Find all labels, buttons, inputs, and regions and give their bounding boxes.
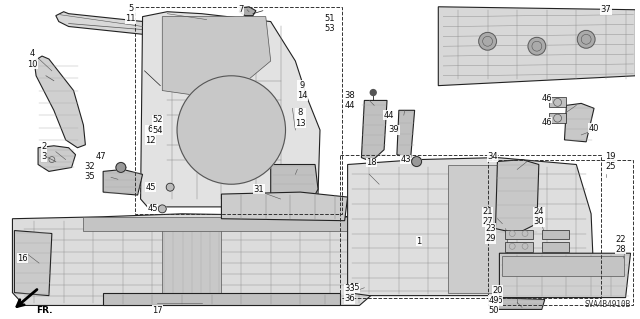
Polygon shape	[564, 103, 594, 142]
Circle shape	[177, 76, 285, 184]
Polygon shape	[397, 110, 415, 158]
Polygon shape	[495, 160, 539, 234]
Circle shape	[528, 37, 546, 55]
Text: 16: 16	[17, 254, 28, 263]
Bar	[548, 113, 566, 123]
Bar	[134, 7, 342, 214]
Text: 8
13: 8 13	[295, 108, 305, 128]
Bar	[506, 242, 533, 252]
Circle shape	[158, 205, 166, 213]
Polygon shape	[495, 298, 545, 309]
Text: 44: 44	[384, 111, 394, 120]
Circle shape	[412, 157, 422, 167]
Polygon shape	[103, 169, 143, 195]
Polygon shape	[348, 158, 594, 296]
Circle shape	[116, 162, 126, 172]
Text: 18: 18	[366, 158, 376, 167]
Bar	[542, 230, 570, 240]
Bar	[548, 98, 566, 107]
Text: 21
27: 21 27	[483, 207, 493, 226]
Text: 45: 45	[147, 204, 157, 213]
Circle shape	[577, 30, 595, 48]
Bar	[542, 242, 570, 252]
Polygon shape	[448, 165, 508, 293]
Text: 15: 15	[349, 283, 360, 292]
Polygon shape	[141, 12, 320, 207]
Text: 47: 47	[96, 152, 106, 161]
Text: 1: 1	[416, 237, 421, 246]
Text: SVA4B4910B: SVA4B4910B	[584, 300, 630, 309]
Text: 2
3: 2 3	[42, 142, 47, 161]
Text: 5
11: 5 11	[125, 4, 136, 23]
Polygon shape	[221, 192, 348, 221]
Text: 23
29: 23 29	[485, 224, 496, 243]
Bar	[506, 230, 533, 240]
Polygon shape	[83, 217, 360, 231]
Polygon shape	[271, 165, 318, 204]
Polygon shape	[56, 12, 216, 41]
Text: 22
28: 22 28	[615, 235, 626, 254]
Polygon shape	[362, 100, 387, 161]
Text: 46: 46	[541, 94, 552, 103]
Text: 34: 34	[487, 152, 498, 161]
Text: FR.: FR.	[36, 307, 52, 315]
Text: 4
10: 4 10	[27, 49, 37, 69]
Text: 31: 31	[253, 185, 264, 194]
Text: 19
25: 19 25	[605, 152, 616, 171]
Text: 51
53: 51 53	[324, 14, 335, 33]
Text: 9
14: 9 14	[297, 81, 307, 100]
Polygon shape	[103, 293, 340, 306]
Text: 39: 39	[388, 125, 399, 135]
Bar	[340, 155, 601, 298]
Text: 45: 45	[145, 183, 156, 192]
Text: 6
12: 6 12	[145, 125, 156, 145]
Polygon shape	[15, 231, 52, 296]
Text: 43: 43	[401, 155, 411, 164]
Text: 20
26: 20 26	[492, 286, 503, 305]
Polygon shape	[163, 17, 271, 95]
Polygon shape	[438, 7, 636, 85]
Text: 49
50: 49 50	[488, 296, 499, 315]
Text: 37: 37	[600, 5, 611, 14]
Polygon shape	[239, 7, 256, 16]
Text: 40: 40	[589, 123, 599, 132]
Text: 17: 17	[152, 306, 163, 315]
Polygon shape	[12, 214, 374, 306]
Text: 7: 7	[239, 5, 244, 14]
Text: 32
35: 32 35	[84, 162, 95, 181]
Text: 38
44: 38 44	[344, 91, 355, 110]
Text: 52
54: 52 54	[152, 115, 163, 135]
Circle shape	[166, 183, 174, 191]
Text: 24
30: 24 30	[534, 207, 544, 226]
Circle shape	[479, 33, 497, 50]
Text: 46: 46	[541, 118, 552, 127]
Circle shape	[371, 90, 376, 95]
Polygon shape	[502, 256, 623, 276]
Polygon shape	[34, 56, 85, 148]
Polygon shape	[499, 253, 630, 298]
Bar	[488, 160, 634, 306]
Polygon shape	[163, 224, 221, 300]
Text: 33
36: 33 36	[344, 284, 355, 303]
Polygon shape	[38, 146, 76, 171]
